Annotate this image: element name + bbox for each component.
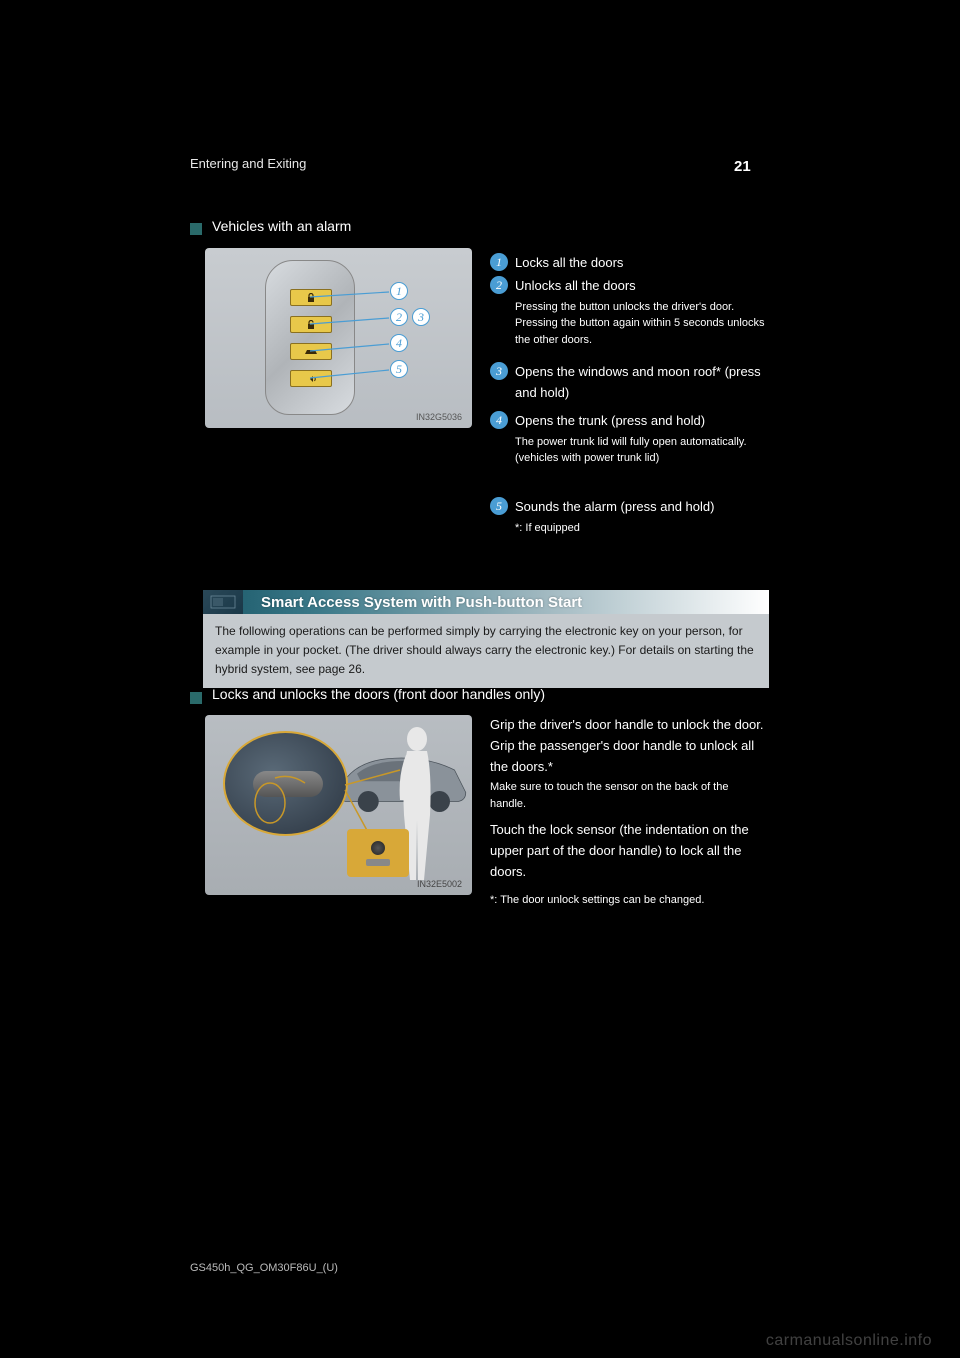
section-2-text-1: Grip the driver's door handle to unlock … xyxy=(490,715,765,812)
info-description: The following operations can be performe… xyxy=(203,614,769,688)
section-1-heading: Vehicles with an alarm xyxy=(212,218,351,234)
info-icon xyxy=(203,590,243,614)
page-section-label: Entering and Exiting xyxy=(190,156,306,171)
s2-t1-sub: Make sure to touch the sensor on the bac… xyxy=(490,779,765,812)
item-4-title: Opens the trunk (press and hold) xyxy=(515,413,705,428)
sensor-dot xyxy=(371,841,385,855)
key-fob-illustration: 1 2 3 4 5 IN32G5036 xyxy=(205,248,472,428)
item-number-1: 1 xyxy=(490,253,508,271)
item-text-2: Unlocks all the doors Pressing the butto… xyxy=(515,276,765,348)
item-number-4: 4 xyxy=(490,411,508,429)
callout-circle-4: 4 xyxy=(390,334,408,352)
info-title-bar: Smart Access System with Push-button Sta… xyxy=(203,590,769,614)
item-2-sub: Pressing the button unlocks the driver's… xyxy=(515,299,765,349)
callout-circle-1: 1 xyxy=(390,282,408,300)
image-id-label: IN32G5036 xyxy=(416,412,462,422)
callout-circle-5: 5 xyxy=(390,360,408,378)
bullet-square xyxy=(190,692,202,704)
section-2-text-2: Touch the lock sensor (the indentation o… xyxy=(490,820,765,909)
item-text-3: Opens the windows and moon roof* (press … xyxy=(515,362,765,404)
s2-t1-main: Grip the driver's door handle to unlock … xyxy=(490,717,763,774)
lock-sensor-patch xyxy=(347,829,409,877)
bullet-square xyxy=(190,223,202,235)
item-number-2: 2 xyxy=(490,276,508,294)
page-number: 21 xyxy=(734,158,751,175)
sensor-bar xyxy=(366,859,390,866)
info-title: Smart Access System with Push-button Sta… xyxy=(261,594,582,611)
item-2-title: Unlocks all the doors xyxy=(515,278,636,293)
item-text-1: Locks all the doors xyxy=(515,253,765,274)
item-text-4: Opens the trunk (press and hold) The pow… xyxy=(515,411,765,467)
section-2-heading: Locks and unlocks the doors (front door … xyxy=(212,686,545,702)
callout-circle-2: 2 xyxy=(390,308,408,326)
s2-t2-note: *: The door unlock settings can be chang… xyxy=(490,892,765,909)
item-text-5: Sounds the alarm (press and hold) *: If … xyxy=(515,497,765,536)
item-5-note: *: If equipped xyxy=(515,520,765,537)
item-number-3: 3 xyxy=(490,362,508,380)
item-4-sub: The power trunk lid will fully open auto… xyxy=(515,434,765,467)
footer-code: GS450h_QG_OM30F86U_(U) xyxy=(190,1262,338,1274)
door-handle-illustration: IN32E5002 xyxy=(205,715,472,895)
item-number-5: 5 xyxy=(490,497,508,515)
callout-circle-3: 3 xyxy=(412,308,430,326)
s2-t2-main: Touch the lock sensor (the indentation o… xyxy=(490,822,749,879)
item-5-title: Sounds the alarm (press and hold) xyxy=(515,499,714,514)
image-id-label: IN32E5002 xyxy=(417,879,462,889)
watermark: carmanualsonline.info xyxy=(766,1332,932,1350)
